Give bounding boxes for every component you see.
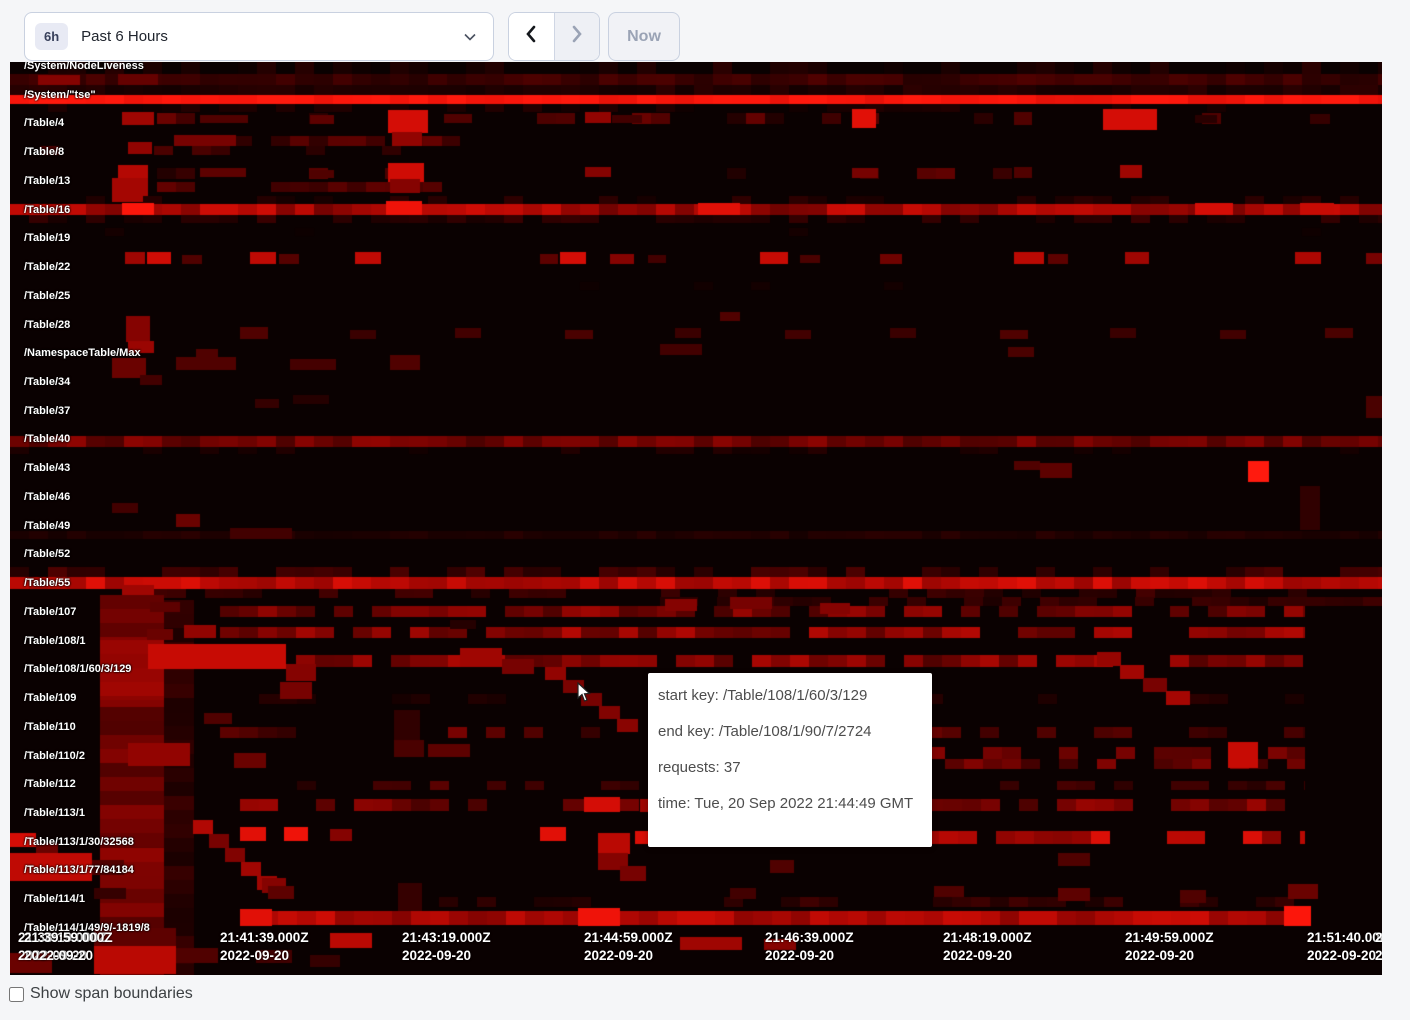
key-visualizer: /System/NodeLiveness/System/"tse"/Table/… [10, 62, 1382, 975]
time-range-dropdown[interactable]: 6h Past 6 Hours [24, 12, 494, 61]
chevron-right-icon [569, 24, 585, 50]
toolbar: 6h Past 6 Hours Now [0, 0, 1410, 62]
time-nav-group [508, 12, 600, 61]
tooltip-end-key: end key: /Table/108/1/90/7/2724 [658, 723, 872, 740]
now-button[interactable]: Now [608, 12, 680, 61]
tooltip-time: time: Tue, 20 Sep 2022 21:44:49 GMT [658, 795, 914, 812]
next-button[interactable] [553, 13, 599, 60]
show-span-boundaries-label: Show span boundaries [30, 985, 193, 1002]
show-span-boundaries-checkbox[interactable] [9, 986, 24, 1002]
time-range-badge: 6h [35, 23, 69, 50]
hover-tooltip: start key: /Table/108/1/60/3/129 end key… [648, 673, 932, 847]
tooltip-start-key: start key: /Table/108/1/60/3/129 [658, 687, 868, 704]
chevron-down-icon [463, 30, 477, 49]
time-range-label: Past 6 Hours [81, 28, 168, 45]
tooltip-requests: requests: 37 [658, 759, 741, 776]
chevron-left-icon [523, 24, 539, 50]
prev-button[interactable] [509, 13, 554, 60]
footer: Show span boundaries [9, 985, 193, 1003]
